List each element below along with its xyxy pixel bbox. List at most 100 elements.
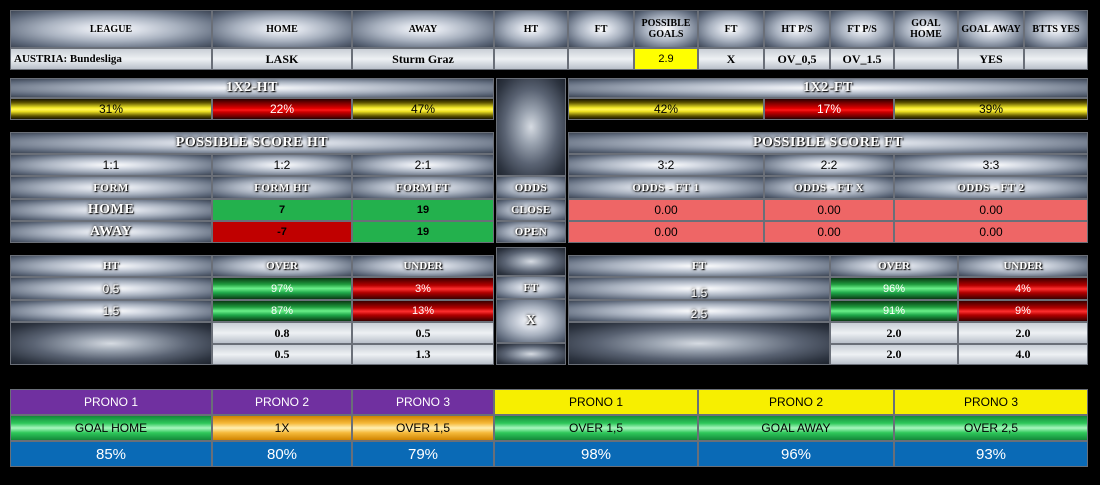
prono-ht-pct-3: 79% (352, 441, 494, 467)
header-ft-ps: FT P/S (830, 10, 894, 48)
ou-ht-under-pct: 3% (352, 277, 494, 300)
form-away-ft: 19 (352, 221, 494, 243)
ou-ft-decor-panel (568, 322, 830, 365)
ou-ft-header-under: UNDER (958, 255, 1088, 277)
prono-ht-pick-1: GOAL HOME (10, 415, 212, 441)
form-away-ht: -7 (212, 221, 352, 243)
match-ht-ps: OV_0,5 (764, 48, 830, 70)
header-league: LEAGUE (10, 10, 212, 48)
header-ft2: FT (698, 10, 764, 48)
header-away: AWAY (352, 10, 494, 48)
score-ft-2: 2:2 (764, 154, 894, 176)
ou-ft-extra-over: 2.0 (830, 322, 958, 344)
prono-ft-pct-2: 96% (698, 441, 894, 467)
prono-ft-pct-3: 93% (894, 441, 1088, 467)
ou-ht-line: 1.5 (10, 300, 212, 322)
score-ht-1: 1:1 (10, 154, 212, 176)
match-ht-score (494, 48, 568, 70)
score-ft-1: 3:2 (568, 154, 764, 176)
form-home-ht: 7 (212, 199, 352, 221)
prono-ht-header-1: PRONO 1 (10, 389, 212, 415)
ou-ht-extra-under: 1.3 (352, 344, 494, 365)
ou-ht-header-under: UNDER (352, 255, 494, 277)
prono-ht-pct-2: 80% (212, 441, 352, 467)
x12-ft-home-pct: 42% (568, 98, 764, 120)
match-possible-goals: 2.9 (634, 48, 698, 70)
x12-ft-title: 1X2-FT (568, 78, 1088, 98)
ou-ft-extra-over: 2.0 (830, 344, 958, 365)
match-goal-away: YES (958, 48, 1024, 70)
prono-ht-pick-2: 1X (212, 415, 352, 441)
match-goal-home (894, 48, 958, 70)
divider-panel-mid (496, 247, 566, 276)
odds-ft2-label: ODDS - FT 2 (894, 176, 1088, 199)
ou-ft-under-pct: 4% (958, 277, 1088, 300)
mid-x-label: X (496, 299, 566, 343)
form-label: FORM (10, 176, 212, 199)
ou-ht-header-ht: HT (10, 255, 212, 277)
score-ht-2: 1:2 (212, 154, 352, 176)
prono-ht-pick-3: OVER 1,5 (352, 415, 494, 441)
score-ft-title: POSSIBLE SCORE FT (568, 132, 1088, 154)
x12-ht-title: 1X2-HT (10, 78, 494, 98)
ou-ft-over-pct: 91% (830, 300, 958, 322)
odds-close-x: 0.00 (764, 199, 894, 221)
prono-ft-pick-3: OVER 2,5 (894, 415, 1088, 441)
match-home-team: LASK (212, 48, 352, 70)
ou-ht-under-pct: 13% (352, 300, 494, 322)
ou-ft-line: 1.5 (568, 277, 830, 300)
ou-ft-extra-under: 2.0 (958, 322, 1088, 344)
header-home: HOME (212, 10, 352, 48)
match-btts-yes (1024, 48, 1088, 70)
prono-ht-header-3: PRONO 3 (352, 389, 494, 415)
prono-ft-pct-1: 98% (494, 441, 698, 467)
mid-ft-label: FT (496, 276, 566, 299)
score-ht-title: POSSIBLE SCORE HT (10, 132, 494, 154)
match-league: AUSTRIA: Bundesliga (10, 48, 212, 70)
ou-ht-extra-under: 0.5 (352, 322, 494, 344)
prono-ft-header-2: PRONO 2 (698, 389, 894, 415)
prono-ft-header-3: PRONO 3 (894, 389, 1088, 415)
ou-ft-header-ft: FT (568, 255, 830, 277)
x12-ft-draw-pct: 17% (764, 98, 894, 120)
odds-close-1: 0.00 (568, 199, 764, 221)
score-ft-3: 3:3 (894, 154, 1088, 176)
ou-ft-header-over: OVER (830, 255, 958, 277)
score-ht-3: 2:1 (352, 154, 494, 176)
prono-ft-pick-1: OVER 1,5 (494, 415, 698, 441)
form-ht-label: FORM HT (212, 176, 352, 199)
form-home-label: HOME (10, 199, 212, 221)
header-ft: FT (568, 10, 634, 48)
ou-ht-decor-panel (10, 322, 212, 365)
header-possible-goals: POSSIBLE GOALS (634, 10, 698, 48)
match-ft-result: X (698, 48, 764, 70)
ou-ht-over-pct: 87% (212, 300, 352, 322)
prono-ht-header-2: PRONO 2 (212, 389, 352, 415)
prono-ft-header-1: PRONO 1 (494, 389, 698, 415)
prono-ht-pct-1: 85% (10, 441, 212, 467)
header-goal-home: GOAL HOME (894, 10, 958, 48)
odds-open-2: 0.00 (894, 221, 1088, 243)
x12-ht-draw-pct: 22% (212, 98, 352, 120)
divider-panel-top (496, 78, 566, 176)
form-away-label: AWAY (10, 221, 212, 243)
match-ft-ps: OV_1.5 (830, 48, 894, 70)
odds-ft1-label: ODDS - FT 1 (568, 176, 764, 199)
ou-ft-line: 2.5 (568, 300, 830, 322)
header-ht: HT (494, 10, 568, 48)
form-home-ft: 19 (352, 199, 494, 221)
form-ft-label: FORM FT (352, 176, 494, 199)
ou-ht-extra-over: 0.5 (212, 344, 352, 365)
prono-ft-pick-2: GOAL AWAY (698, 415, 894, 441)
x12-ft-away-pct: 39% (894, 98, 1088, 120)
ou-ft-over-pct: 96% (830, 277, 958, 300)
x12-ht-away-pct: 47% (352, 98, 494, 120)
odds-close-2: 0.00 (894, 199, 1088, 221)
divider-panel-bottom (496, 343, 566, 365)
header-goal-away: GOAL AWAY (958, 10, 1024, 48)
match-away-team: Sturm Graz (352, 48, 494, 70)
ou-ht-line: 0.5 (10, 277, 212, 300)
match-ft-score (568, 48, 634, 70)
odds-label: ODDS (496, 176, 566, 199)
odds-ftx-label: ODDS - FT X (764, 176, 894, 199)
